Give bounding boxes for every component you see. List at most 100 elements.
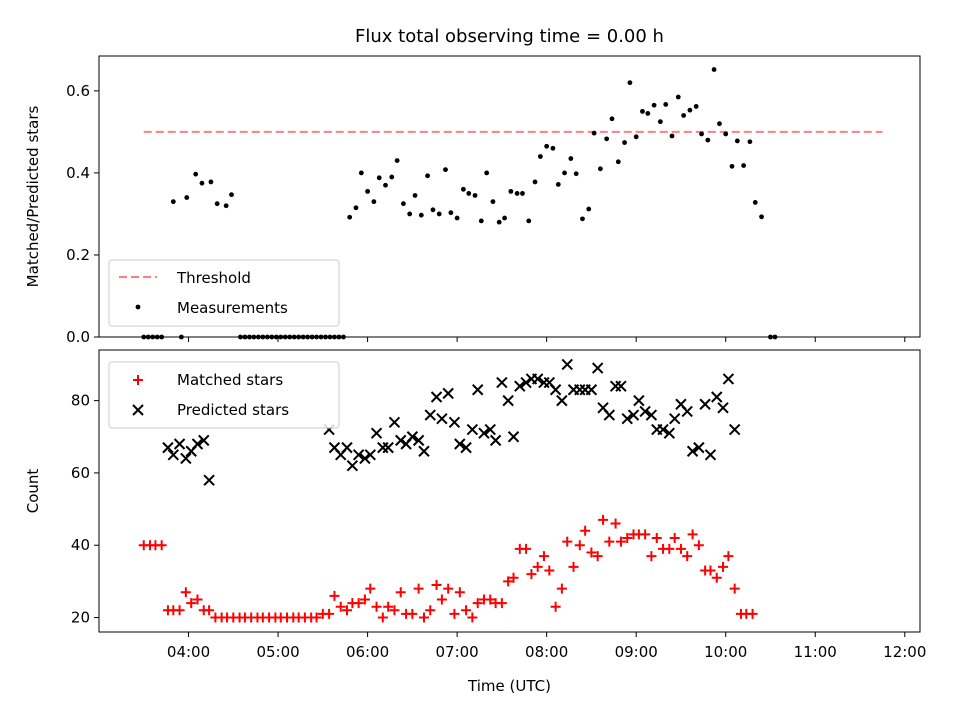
matched-stars-point bbox=[711, 572, 722, 583]
matched-stars-point bbox=[682, 551, 693, 562]
matched-stars-point bbox=[723, 551, 734, 562]
measurement-point bbox=[193, 171, 199, 177]
matched-stars-point bbox=[586, 547, 597, 558]
predicted-stars-point bbox=[472, 384, 484, 396]
predicted-stars-point bbox=[191, 438, 204, 450]
x-tick-label: 12:00 bbox=[883, 643, 926, 661]
predicted-stars-point bbox=[627, 409, 640, 421]
measurement-point bbox=[214, 201, 220, 207]
predicted-stars-point bbox=[728, 423, 741, 436]
matched-stars-point bbox=[407, 608, 418, 619]
predicted-stars-point bbox=[507, 431, 520, 443]
measurement-point bbox=[562, 170, 567, 176]
y-axis-label: Count bbox=[24, 469, 42, 514]
measurement-point bbox=[573, 171, 579, 177]
predicted-stars-point bbox=[699, 398, 711, 410]
measurement-point bbox=[651, 102, 657, 108]
matched-stars-point bbox=[622, 533, 633, 543]
matched-stars-point bbox=[371, 601, 382, 612]
legend-measurements-label: Measurements bbox=[177, 299, 288, 317]
x-tick-label: 11:00 bbox=[794, 643, 837, 661]
matched-stars-point bbox=[508, 572, 519, 583]
matched-stars-point bbox=[454, 587, 465, 598]
x-tick-label: 07:00 bbox=[436, 643, 479, 661]
predicted-stars-point bbox=[359, 452, 371, 465]
matched-stars-point bbox=[664, 543, 675, 554]
predicted-stars-point bbox=[668, 412, 681, 425]
predicted-stars-point bbox=[615, 380, 627, 392]
predicted-stars-point bbox=[412, 434, 425, 447]
matched-stars-point bbox=[311, 612, 322, 623]
matched-stars-point bbox=[675, 543, 686, 554]
measurement-point bbox=[371, 199, 377, 205]
measurement-point bbox=[622, 140, 627, 145]
measurement-point bbox=[759, 214, 764, 220]
y-tick-label: 0.4 bbox=[66, 164, 90, 182]
predicted-stars-point bbox=[203, 474, 215, 486]
predicted-stars-point bbox=[639, 405, 651, 418]
measurement-point bbox=[657, 119, 663, 125]
matched-stars-point bbox=[496, 598, 507, 609]
predicted-stars-point bbox=[448, 416, 461, 429]
measurement-point bbox=[681, 113, 687, 118]
measurement-point bbox=[425, 173, 430, 179]
matched-stars-point bbox=[550, 601, 561, 612]
measurement-point bbox=[490, 199, 496, 205]
measurement-point bbox=[532, 179, 538, 185]
predicted-stars-point bbox=[352, 449, 365, 461]
measurement-point bbox=[478, 218, 484, 224]
predicted-stars-point bbox=[406, 431, 419, 443]
series-matched-stars bbox=[138, 514, 758, 623]
matched-stars-point bbox=[532, 561, 543, 572]
matched-stars-point bbox=[538, 551, 549, 562]
matched-stars-point bbox=[693, 540, 704, 551]
measurement-point bbox=[353, 205, 359, 211]
predicted-stars-point bbox=[418, 445, 430, 457]
matched-stars-point bbox=[485, 594, 496, 605]
measurement-point bbox=[376, 175, 382, 181]
predicted-stars-point bbox=[585, 384, 598, 396]
predicted-stars-point bbox=[603, 409, 616, 421]
measurement-point bbox=[580, 216, 585, 222]
matched-stars-point bbox=[425, 605, 436, 616]
measurement-point bbox=[514, 191, 520, 196]
matched-stars-point bbox=[592, 551, 603, 562]
measurement-point bbox=[407, 211, 413, 217]
measurement-point bbox=[520, 191, 525, 196]
measurement-point bbox=[741, 163, 747, 168]
measurement-point bbox=[466, 191, 472, 196]
measurement-point bbox=[383, 182, 388, 188]
y-tick-label: 0.6 bbox=[66, 82, 90, 100]
matched-stars-point bbox=[669, 533, 680, 543]
predicted-stars-point bbox=[663, 427, 676, 439]
predicted-stars-point bbox=[621, 412, 633, 425]
measurement-point bbox=[711, 67, 717, 72]
chart-title: Flux total observing time = 0.00 h bbox=[355, 26, 664, 47]
matched-stars-point bbox=[472, 598, 483, 609]
predicted-stars-point bbox=[633, 394, 645, 407]
x-tick-label: 10:00 bbox=[704, 643, 747, 661]
matched-stars-point bbox=[544, 565, 555, 576]
x-tick-label: 09:00 bbox=[615, 643, 658, 661]
x-tick-label: 05:00 bbox=[256, 643, 299, 661]
predicted-stars-point bbox=[693, 441, 705, 454]
measurement-point bbox=[418, 212, 424, 218]
plot-frame bbox=[98, 349, 921, 633]
matched-stars-point bbox=[192, 594, 203, 605]
measurement-point bbox=[645, 111, 651, 116]
matched-stars-point bbox=[353, 598, 364, 609]
x-tick-label: 06:00 bbox=[346, 643, 389, 661]
plot-frame bbox=[98, 55, 921, 338]
measurement-point bbox=[208, 179, 214, 185]
predicted-stars-point bbox=[645, 409, 658, 421]
measurement-point bbox=[604, 136, 610, 142]
matched-stars-point bbox=[365, 583, 376, 594]
matched-stars-point bbox=[747, 608, 758, 619]
matched-stars-point bbox=[461, 605, 472, 616]
predicted-stars-point bbox=[531, 373, 544, 385]
measurement-point bbox=[591, 130, 597, 136]
legend-predicted-label: Predicted stars bbox=[177, 401, 289, 419]
predicted-stars-point bbox=[364, 449, 376, 461]
